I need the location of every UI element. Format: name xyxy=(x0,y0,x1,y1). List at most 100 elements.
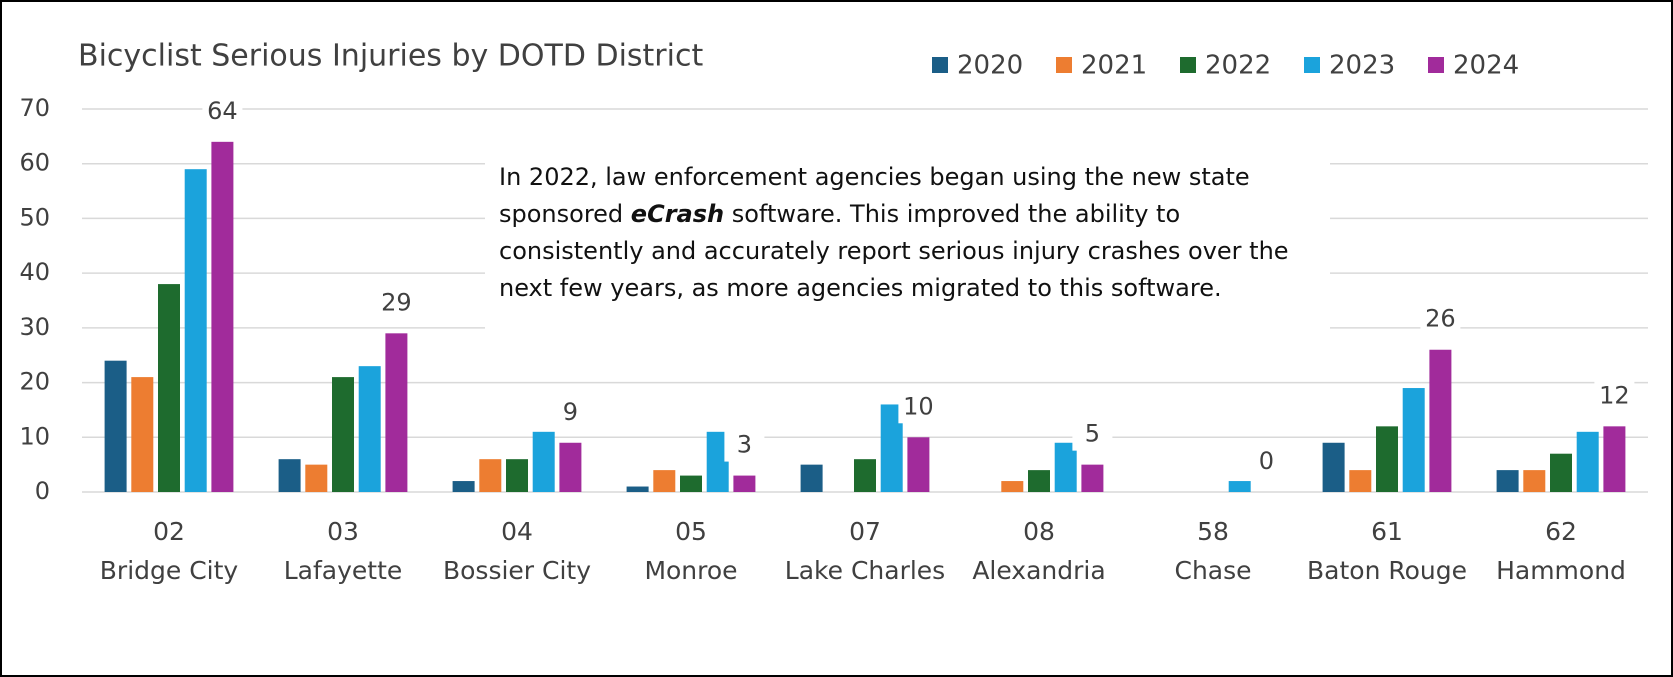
data-label-bg xyxy=(202,91,243,128)
bar xyxy=(880,404,903,492)
x-tick-label: 58 xyxy=(1197,517,1229,546)
bar xyxy=(653,470,676,492)
data-label-bg xyxy=(724,425,765,462)
bar xyxy=(907,437,930,492)
data-label-bg xyxy=(1246,442,1287,478)
legend-swatch xyxy=(1180,57,1196,73)
x-tick-label: Bridge City xyxy=(100,556,239,585)
data-label: 5 xyxy=(1085,420,1100,448)
x-tick-label: 04 xyxy=(501,517,533,546)
legend-swatch xyxy=(1428,57,1444,73)
x-tick-label: 62 xyxy=(1545,517,1577,546)
data-label: 3 xyxy=(737,431,752,459)
x-tick-label: Alexandria xyxy=(972,556,1105,585)
bar xyxy=(733,475,756,492)
x-tick-label: 03 xyxy=(327,517,359,546)
bar xyxy=(305,464,328,492)
bar xyxy=(1429,349,1452,492)
bar xyxy=(532,431,555,492)
data-label: 12 xyxy=(1599,381,1630,409)
legend-swatch xyxy=(932,57,948,73)
x-tick-label: Lafayette xyxy=(284,556,403,585)
bar xyxy=(479,459,502,492)
bar xyxy=(1402,388,1425,492)
bar xyxy=(1550,453,1572,492)
x-tick-label: Chase xyxy=(1174,556,1251,585)
y-tick-label: 10 xyxy=(19,422,50,450)
legend-swatch xyxy=(1056,57,1072,73)
data-label: 0 xyxy=(1259,447,1274,475)
bar xyxy=(385,333,408,492)
x-tick-label: Lake Charles xyxy=(785,556,945,585)
x-tick-label: Baton Rouge xyxy=(1307,556,1467,585)
data-label: 26 xyxy=(1425,305,1456,333)
data-label: 29 xyxy=(381,288,412,316)
legend-label: 2021 xyxy=(1081,51,1147,81)
legend-label: 2022 xyxy=(1205,51,1271,81)
data-label: 9 xyxy=(563,398,578,426)
bar xyxy=(211,141,234,493)
data-label-bg xyxy=(1594,376,1635,413)
legend-label: 2020 xyxy=(957,51,1023,81)
annotation: In 2022, law enforcement agencies began … xyxy=(485,155,1330,341)
bar xyxy=(1322,442,1345,492)
bar xyxy=(184,169,207,492)
bar xyxy=(104,360,127,492)
data-label: 10 xyxy=(903,392,934,420)
annotation-text: software. This improved the ability to c… xyxy=(499,200,1289,302)
x-tick-label: 08 xyxy=(1023,517,1055,546)
x-tick-label: 02 xyxy=(153,517,185,546)
bar xyxy=(1228,481,1251,492)
x-tick-label: 61 xyxy=(1371,517,1403,546)
bar xyxy=(1376,426,1398,492)
y-tick-label: 60 xyxy=(19,149,50,177)
bar xyxy=(1576,431,1599,492)
bar xyxy=(358,366,381,492)
x-tick-label: Bossier City xyxy=(443,556,591,585)
y-tick-label: 30 xyxy=(19,313,50,341)
bar xyxy=(131,377,154,492)
data-label-bg xyxy=(1420,299,1461,336)
bar xyxy=(680,475,702,492)
data-label-bg xyxy=(898,387,939,424)
annotation-text: In 2022, law enforcement agencies began … xyxy=(499,163,1250,228)
data-label-bg xyxy=(550,392,591,429)
chart-title: Bicyclist Serious Injuries by DOTD Distr… xyxy=(78,39,703,74)
bar xyxy=(800,464,823,492)
bar xyxy=(854,459,876,492)
data-label: 64 xyxy=(207,97,238,125)
bar xyxy=(1349,470,1372,492)
bar xyxy=(706,431,729,492)
x-tick-label: Monroe xyxy=(644,556,737,585)
annotation-emphasis: eCrash xyxy=(630,200,725,228)
legend-label: 2023 xyxy=(1329,51,1395,81)
x-tick-label: 05 xyxy=(675,517,707,546)
bar xyxy=(1496,470,1519,492)
y-tick-label: 70 xyxy=(19,94,50,122)
x-tick-label: Hammond xyxy=(1496,556,1626,585)
bar xyxy=(1054,442,1077,492)
y-tick-label: 20 xyxy=(19,368,50,396)
bar xyxy=(506,459,528,492)
bar xyxy=(626,486,649,492)
bar xyxy=(158,284,180,492)
bar xyxy=(559,442,582,492)
legend-label: 2024 xyxy=(1453,51,1519,81)
y-tick-label: 50 xyxy=(19,203,50,231)
bar xyxy=(1523,470,1546,492)
bar xyxy=(1603,426,1626,492)
y-tick-label: 0 xyxy=(35,477,50,505)
bar xyxy=(1081,464,1104,492)
bar xyxy=(1001,481,1024,492)
bar xyxy=(332,377,354,492)
legend-swatch xyxy=(1304,57,1320,73)
bar xyxy=(278,459,301,492)
bar xyxy=(1028,470,1050,492)
data-label-bg xyxy=(376,283,417,320)
y-tick-label: 40 xyxy=(19,258,50,286)
bar xyxy=(452,481,475,492)
data-label-bg xyxy=(1072,414,1113,451)
